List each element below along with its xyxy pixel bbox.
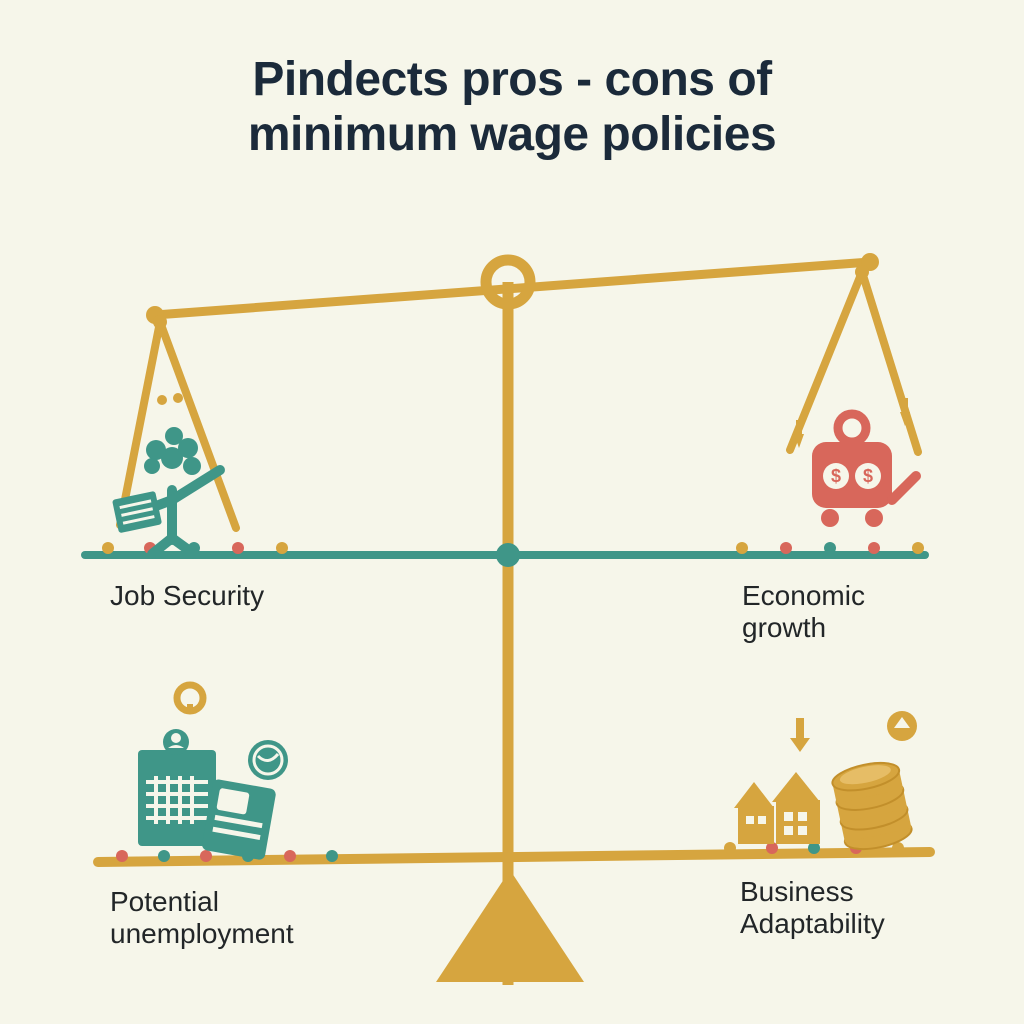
svg-text:$: $ <box>863 466 873 486</box>
label-economic-line2: growth <box>742 612 865 644</box>
infographic-canvas: $ $ <box>0 0 1024 1024</box>
label-business-adaptability: Business Adaptability <box>740 876 885 940</box>
title-line-2: minimum wage policies <box>0 107 1024 162</box>
label-job-security: Job Security <box>110 580 264 612</box>
page-title: Pindects pros - cons of minimum wage pol… <box>0 52 1024 162</box>
hanger-left-top-dot <box>153 315 167 329</box>
hanger-right-top-dot <box>855 265 869 279</box>
label-business-line1: Business <box>740 876 885 908</box>
label-business-line2: Adaptability <box>740 908 885 940</box>
label-job-security-text: Job Security <box>110 580 264 611</box>
label-economic-line1: Economic <box>742 580 865 612</box>
label-potential-line2: unemployment <box>110 918 294 950</box>
label-potential-line1: Potential <box>110 886 294 918</box>
svg-text:$: $ <box>831 466 841 486</box>
label-economic-growth: Economic growth <box>742 580 865 644</box>
beam-mid-center-dot <box>496 543 520 567</box>
title-line-1: Pindects pros - cons of <box>0 52 1024 107</box>
label-potential-unemployment: Potential unemployment <box>110 886 294 950</box>
